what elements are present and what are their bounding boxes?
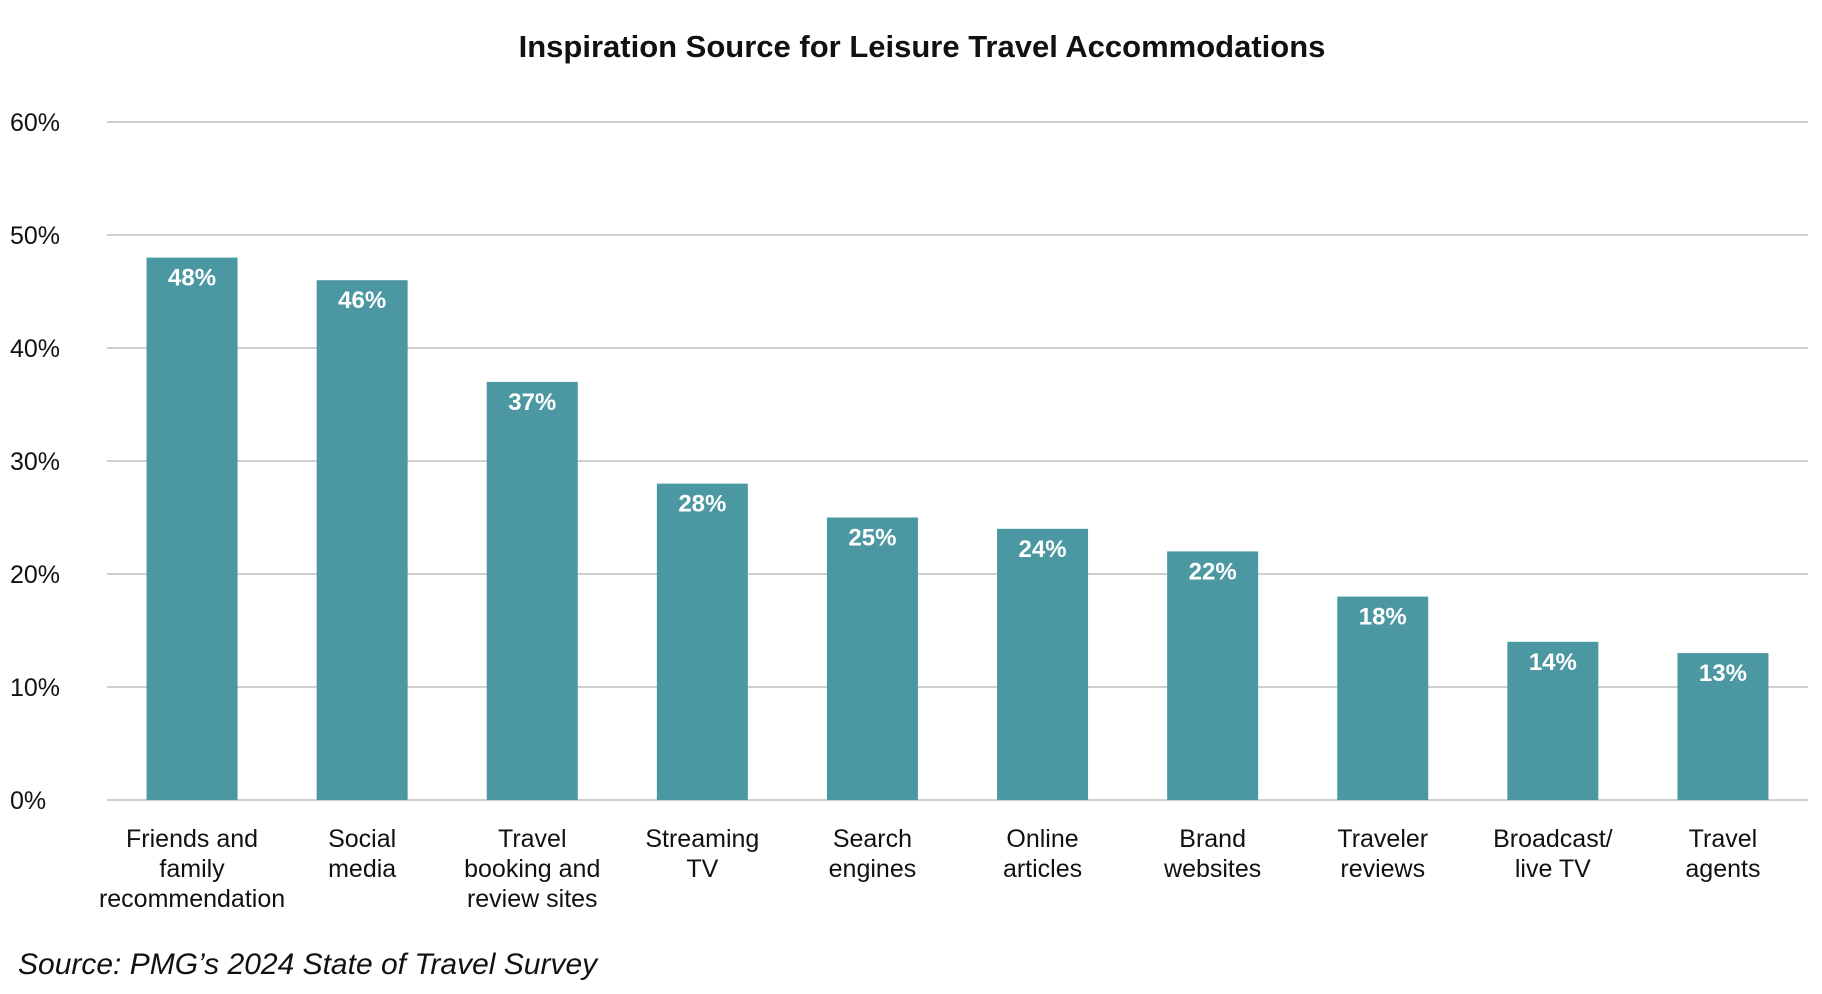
bar-value-label: 14%: [1529, 649, 1577, 676]
x-category-label: Search: [833, 825, 912, 853]
bar: [146, 257, 238, 801]
x-category-label: Traveler: [1337, 825, 1428, 853]
x-category-label: Friends and: [126, 825, 258, 853]
y-tick-label: 10%: [10, 674, 60, 702]
y-tick-label: 60%: [10, 109, 60, 137]
bar-value-label: 28%: [678, 491, 726, 518]
x-category-label: Broadcast/: [1493, 825, 1613, 853]
bar: [486, 381, 578, 800]
bar-value-label: 46%: [338, 287, 386, 314]
bar-value-label: 22%: [1189, 558, 1237, 585]
x-category-label: websites: [1163, 855, 1261, 883]
y-tick-label: 0%: [10, 787, 46, 815]
bar: [826, 517, 918, 800]
x-category-label: Online: [1006, 825, 1078, 853]
bar: [1167, 551, 1259, 800]
source-note: Source: PMG’s 2024 State of Travel Surve…: [18, 948, 598, 981]
x-category-label: Streaming: [645, 825, 759, 853]
x-category-label: Travel: [498, 825, 567, 853]
x-category-label: booking and: [464, 855, 600, 883]
x-category-label: review sites: [467, 885, 598, 913]
bar: [1677, 653, 1769, 800]
bar-value-label: 24%: [1019, 536, 1067, 563]
bar-value-label: 18%: [1359, 604, 1407, 631]
y-tick-label: 40%: [10, 335, 60, 363]
x-category-label: Travel: [1689, 825, 1758, 853]
bar: [1507, 641, 1599, 800]
x-category-label: TV: [686, 855, 718, 883]
y-tick-label: 20%: [10, 561, 60, 589]
chart-title: Inspiration Source for Leisure Travel Ac…: [519, 29, 1326, 64]
x-category-label: family: [159, 855, 225, 883]
x-category-label: engines: [829, 855, 917, 883]
x-category-label: agents: [1685, 855, 1760, 883]
x-category-label: recommendation: [99, 885, 285, 913]
bar-value-label: 25%: [848, 525, 896, 552]
bar: [656, 483, 748, 800]
x-category-label: Social: [328, 825, 396, 853]
x-category-label: articles: [1003, 855, 1082, 883]
y-tick-label: 30%: [10, 448, 60, 476]
x-category-label: reviews: [1340, 855, 1425, 883]
bar: [316, 280, 408, 800]
bar: [1337, 596, 1429, 800]
bar-value-label: 48%: [168, 265, 216, 292]
x-category-label: media: [328, 855, 396, 883]
x-category-label: Brand: [1179, 825, 1246, 853]
x-category-label: live TV: [1515, 855, 1591, 883]
bar-value-label: 13%: [1699, 660, 1747, 687]
y-tick-label: 50%: [10, 222, 60, 250]
bar-value-label: 37%: [508, 389, 556, 416]
bar: [997, 528, 1089, 800]
